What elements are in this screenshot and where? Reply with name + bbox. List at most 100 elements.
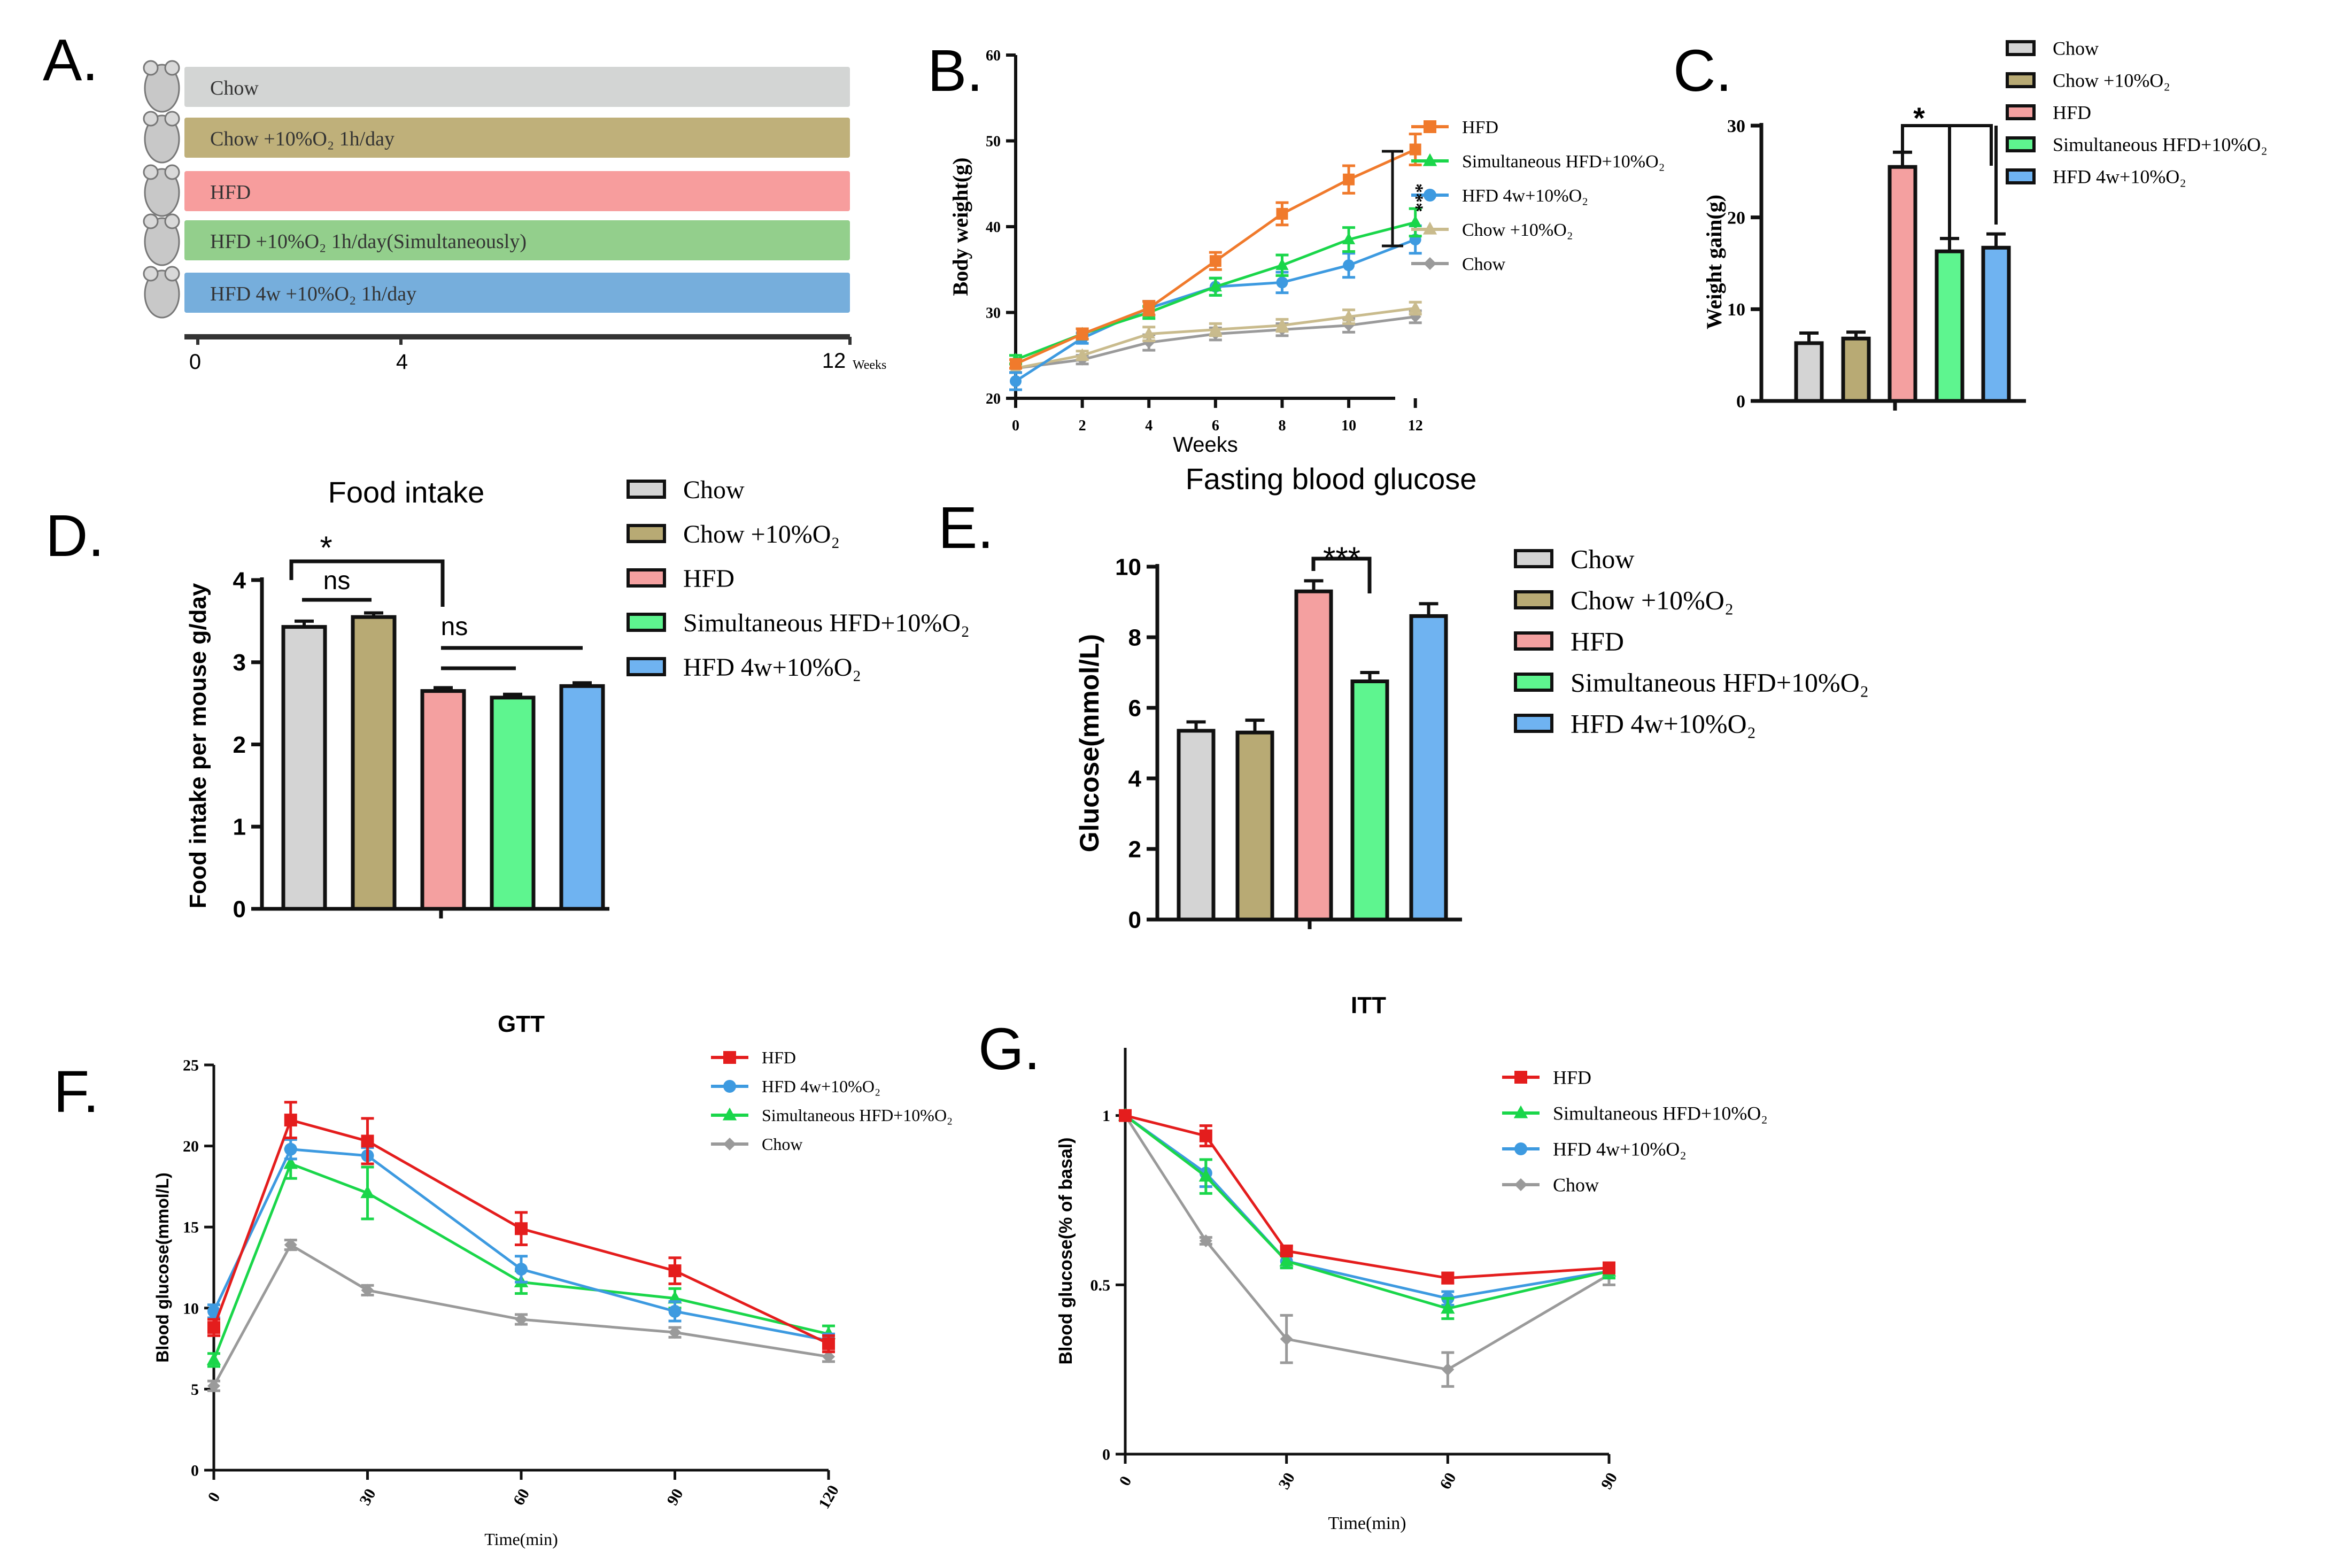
legend-label: Simultaneous HFD+10%O₂ [1571, 668, 1869, 698]
data-point [1280, 1245, 1293, 1257]
mouse-icon-body [144, 269, 180, 319]
timeline-label-0: Chow [210, 77, 259, 99]
legend-swatch [627, 480, 666, 499]
data-point [1010, 358, 1022, 370]
legend-label: Chow [1462, 254, 1506, 274]
y-tick-label: 1 [1102, 1107, 1110, 1125]
data-point [361, 1284, 374, 1297]
legend-swatch [627, 613, 666, 632]
bar-0 [1794, 341, 1824, 403]
y-tick-label: 4 [233, 567, 246, 593]
data-point [1343, 259, 1355, 272]
legend-marker [1514, 1071, 1527, 1084]
significance-label: *** [1323, 540, 1360, 576]
y-tick-label: 15 [183, 1219, 199, 1237]
legend-label: Chow [1571, 544, 1634, 574]
mouse-icon-ear [143, 111, 159, 127]
legend-swatch [627, 568, 666, 588]
x-tick-label: 4 [1145, 418, 1153, 434]
mouse-icon-body [144, 217, 180, 266]
data-point [1010, 375, 1022, 387]
timeline-tick-12: 12 [822, 349, 846, 373]
data-point [822, 1350, 835, 1363]
x-tick-label: 2 [1079, 418, 1086, 434]
legend-marker [1422, 153, 1437, 166]
bar-1 [1235, 730, 1274, 922]
x-tick-label: 0 [1012, 418, 1019, 434]
data-point [515, 1313, 528, 1326]
y-tick-label: 20 [1727, 208, 1745, 228]
mouse-icon-ear [164, 111, 180, 127]
data-point [361, 1134, 374, 1148]
y-tick-label: 40 [986, 219, 1001, 236]
data-point [1342, 232, 1356, 244]
y-tick-label: 60 [986, 48, 1001, 64]
y-tick-label: 3 [233, 650, 246, 676]
legend-label: Chow +10%O₂ [683, 520, 840, 549]
significance-label: ns [441, 613, 468, 641]
legend-label: Chow [2053, 38, 2099, 59]
y-tick-label: 0.5 [1090, 1277, 1111, 1294]
y-tick-label: 0 [1128, 907, 1141, 933]
y-axis-label: Body weight(g) [948, 158, 972, 296]
legend-swatch [627, 657, 666, 676]
bar-4 [1981, 245, 2011, 403]
chart-title: ITT [1351, 992, 1386, 1018]
mouse-icon-body [144, 168, 180, 217]
data-point [668, 1264, 682, 1278]
legend-marker [1424, 120, 1436, 133]
legend-swatch [2006, 72, 2036, 88]
data-point [284, 1238, 297, 1252]
legend-swatch [2006, 104, 2036, 120]
y-tick-label: 2 [1128, 836, 1141, 862]
legend-swatch [2006, 40, 2036, 56]
y-tick-label: 4 [1128, 766, 1142, 792]
data-point [1603, 1261, 1615, 1275]
data-point [1342, 310, 1356, 322]
timeline-bar-2 [184, 171, 850, 211]
significance-label: ns [323, 567, 351, 595]
bar-3 [1350, 679, 1389, 922]
significance-label: *** [1406, 183, 1427, 212]
data-point [1199, 1234, 1212, 1247]
legend-marker [722, 1107, 737, 1121]
data-point [1209, 280, 1222, 292]
mouse-icon [143, 266, 180, 319]
data-point [515, 1222, 528, 1235]
data-point [1409, 301, 1422, 313]
timeline-tick-4: 4 [396, 350, 408, 374]
y-tick-label: 5 [191, 1381, 199, 1399]
data-point [1280, 1332, 1293, 1346]
y-tick-label: 25 [183, 1057, 199, 1075]
x-axis-label: Weeks [1173, 433, 1238, 457]
data-point [1076, 348, 1089, 360]
data-point [515, 1263, 528, 1276]
legend-marker [1514, 1142, 1527, 1155]
y-tick-label: 1 [233, 814, 246, 840]
data-point [1142, 327, 1156, 339]
legend-label: Chow [683, 476, 745, 504]
y-tick-label: 10 [183, 1300, 199, 1317]
data-point [206, 1352, 221, 1365]
mouse-icon-ear [143, 266, 159, 282]
data-point [207, 1379, 220, 1393]
data-point [1409, 215, 1422, 227]
x-tick-label: 12 [1408, 418, 1423, 434]
data-point [1209, 255, 1221, 267]
legend-swatch [2006, 168, 2036, 184]
x-tick-label: 8 [1278, 418, 1286, 434]
legend-label: HFD 4w+10%O₂ [1462, 186, 1588, 206]
legend-swatch [1514, 590, 1553, 609]
legend-label: HFD [762, 1048, 796, 1067]
panel-letter-g: G. [978, 1016, 1040, 1082]
y-tick-label: 0 [1736, 392, 1745, 412]
y-axis-label: Blood glucose(% of basal) [1056, 1137, 1076, 1364]
legend-label: HFD 4w+10%O₂ [762, 1077, 880, 1096]
y-tick-label: 20 [986, 391, 1001, 407]
data-point [1409, 143, 1421, 156]
x-tick-label: 6 [1212, 418, 1219, 434]
bar-0 [281, 625, 327, 911]
mouse-icon-ear [143, 60, 159, 76]
significance-label: * [320, 530, 332, 566]
data-point [284, 1114, 297, 1127]
